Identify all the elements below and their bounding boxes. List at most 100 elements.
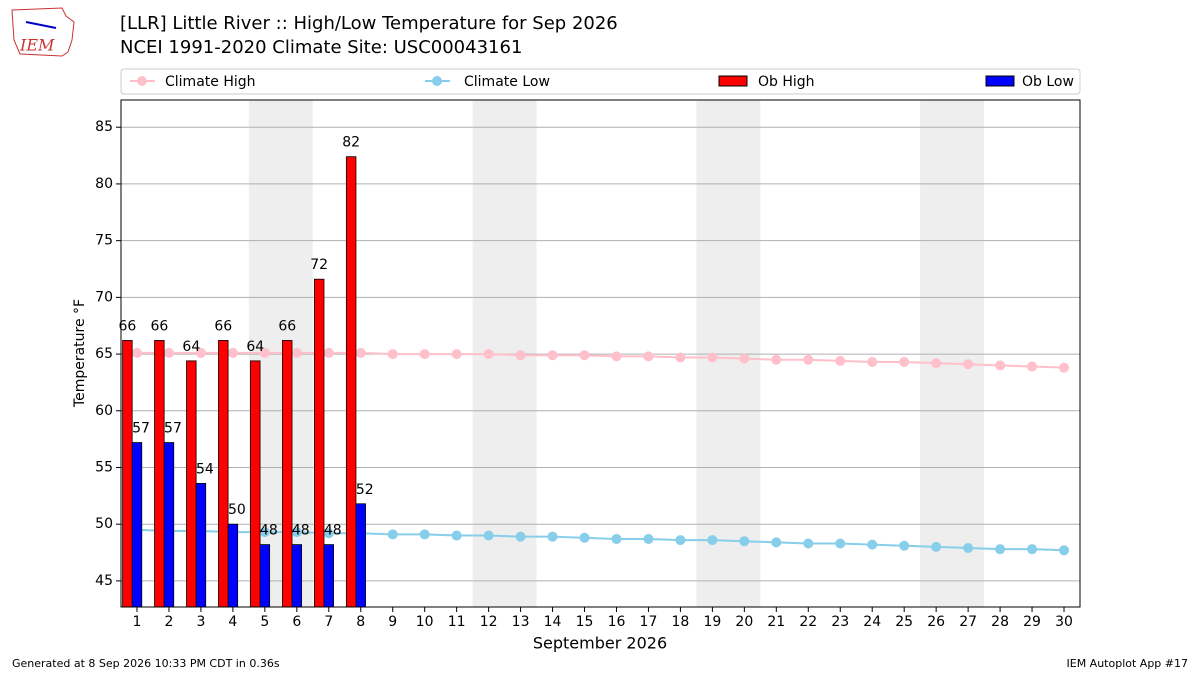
- bar: [154, 340, 165, 608]
- point: [259, 347, 270, 358]
- point: [963, 359, 974, 370]
- x-tick-label: 12: [480, 614, 498, 630]
- bar: [282, 340, 293, 608]
- x-tick-label: 4: [228, 614, 237, 630]
- y-tick-label: 50: [95, 516, 113, 532]
- y-tick-label: 55: [95, 459, 113, 475]
- point: [707, 352, 718, 363]
- point: [195, 347, 206, 358]
- x-tick-label: 20: [735, 614, 753, 630]
- shaded-span: [696, 100, 761, 607]
- bar-value-label: 48: [324, 523, 342, 539]
- point: [547, 350, 558, 361]
- point: [451, 349, 462, 360]
- bar: [186, 360, 197, 608]
- x-tick-label: 18: [672, 614, 690, 630]
- bar-value-label: 64: [246, 339, 264, 355]
- bar-value-label: 48: [260, 523, 278, 539]
- x-tick-label: 23: [831, 614, 849, 630]
- point: [931, 541, 942, 552]
- point: [643, 351, 654, 362]
- bar-value-label: 52: [356, 482, 374, 498]
- x-tick-label: 26: [927, 614, 945, 630]
- point: [931, 358, 942, 369]
- point: [611, 351, 622, 362]
- point: [867, 357, 878, 368]
- point: [483, 349, 494, 360]
- legend-label: Climate High: [165, 74, 256, 90]
- x-tick-label: 16: [608, 614, 626, 630]
- logo: IEM: [11, 7, 75, 57]
- logo-outline: [11, 7, 75, 57]
- x-tick-label: 29: [1023, 614, 1041, 630]
- point: [707, 535, 718, 546]
- point: [675, 352, 686, 363]
- point: [387, 529, 398, 540]
- y-tick-label: 85: [95, 119, 113, 135]
- legend-swatch: [985, 75, 1015, 87]
- x-tick-label: 3: [196, 614, 205, 630]
- legend-label: Climate Low: [464, 74, 550, 90]
- bar: [250, 360, 261, 608]
- point: [995, 360, 1006, 371]
- x-tick-label: 24: [863, 614, 881, 630]
- y-tick-label: 45: [95, 573, 113, 589]
- chart-title: [LLR] Little River :: High/Low Temperatu…: [120, 13, 618, 34]
- x-tick-label: 9: [388, 614, 397, 630]
- bar-value-label: 66: [278, 318, 296, 334]
- point: [771, 354, 782, 365]
- point: [803, 538, 814, 549]
- y-tick-label: 80: [95, 176, 113, 192]
- y-axis-label: Temperature °F: [72, 299, 88, 408]
- point: [323, 347, 334, 358]
- point: [355, 347, 366, 358]
- point: [643, 533, 654, 544]
- bar: [195, 482, 207, 608]
- point: [515, 531, 526, 542]
- footer-left: Generated at 8 Sep 2026 10:33 PM CDT in …: [12, 657, 280, 670]
- y-tick-label: 75: [95, 233, 113, 249]
- bar-value-label: 57: [132, 421, 150, 437]
- legend-label: Ob Low: [1022, 74, 1074, 90]
- bar-value-label: 50: [228, 502, 246, 518]
- x-tick-label: 28: [991, 614, 1009, 630]
- x-tick-label: 22: [799, 614, 817, 630]
- x-tick-label: 6: [292, 614, 301, 630]
- point: [131, 347, 142, 358]
- bar: [227, 523, 239, 608]
- bar-value-label: 66: [150, 318, 168, 334]
- legend-label: Ob High: [758, 74, 815, 90]
- point: [291, 347, 302, 358]
- y-tick-label: 70: [95, 289, 113, 305]
- plot-frame: [120, 99, 1081, 608]
- bar: [291, 544, 303, 608]
- point: [995, 544, 1006, 555]
- x-tick-label: 10: [416, 614, 434, 630]
- point: [739, 536, 750, 547]
- bar-value-label: 82: [342, 135, 360, 151]
- point: [419, 349, 430, 360]
- logo-text: IEM: [19, 36, 55, 55]
- x-tick-label: 7: [324, 614, 333, 630]
- bar: [355, 503, 366, 608]
- point: [163, 347, 174, 358]
- logo-icon: [25, 21, 57, 29]
- point: [515, 350, 526, 361]
- point: [387, 349, 398, 360]
- legend-marker: [137, 76, 147, 86]
- x-axis-label: September 2026: [533, 634, 667, 653]
- point: [227, 347, 238, 358]
- x-tick-label: 15: [576, 614, 594, 630]
- point: [771, 537, 782, 548]
- x-tick-label: 8: [356, 614, 365, 630]
- point: [579, 532, 590, 543]
- x-tick-label: 21: [767, 614, 785, 630]
- legend-swatch: [718, 75, 748, 87]
- point: [675, 535, 686, 546]
- point: [451, 530, 462, 541]
- bar: [131, 442, 143, 608]
- bar: [259, 544, 271, 608]
- point: [803, 354, 814, 365]
- y-tick-label: 60: [95, 403, 113, 419]
- x-tick-label: 30: [1055, 614, 1073, 630]
